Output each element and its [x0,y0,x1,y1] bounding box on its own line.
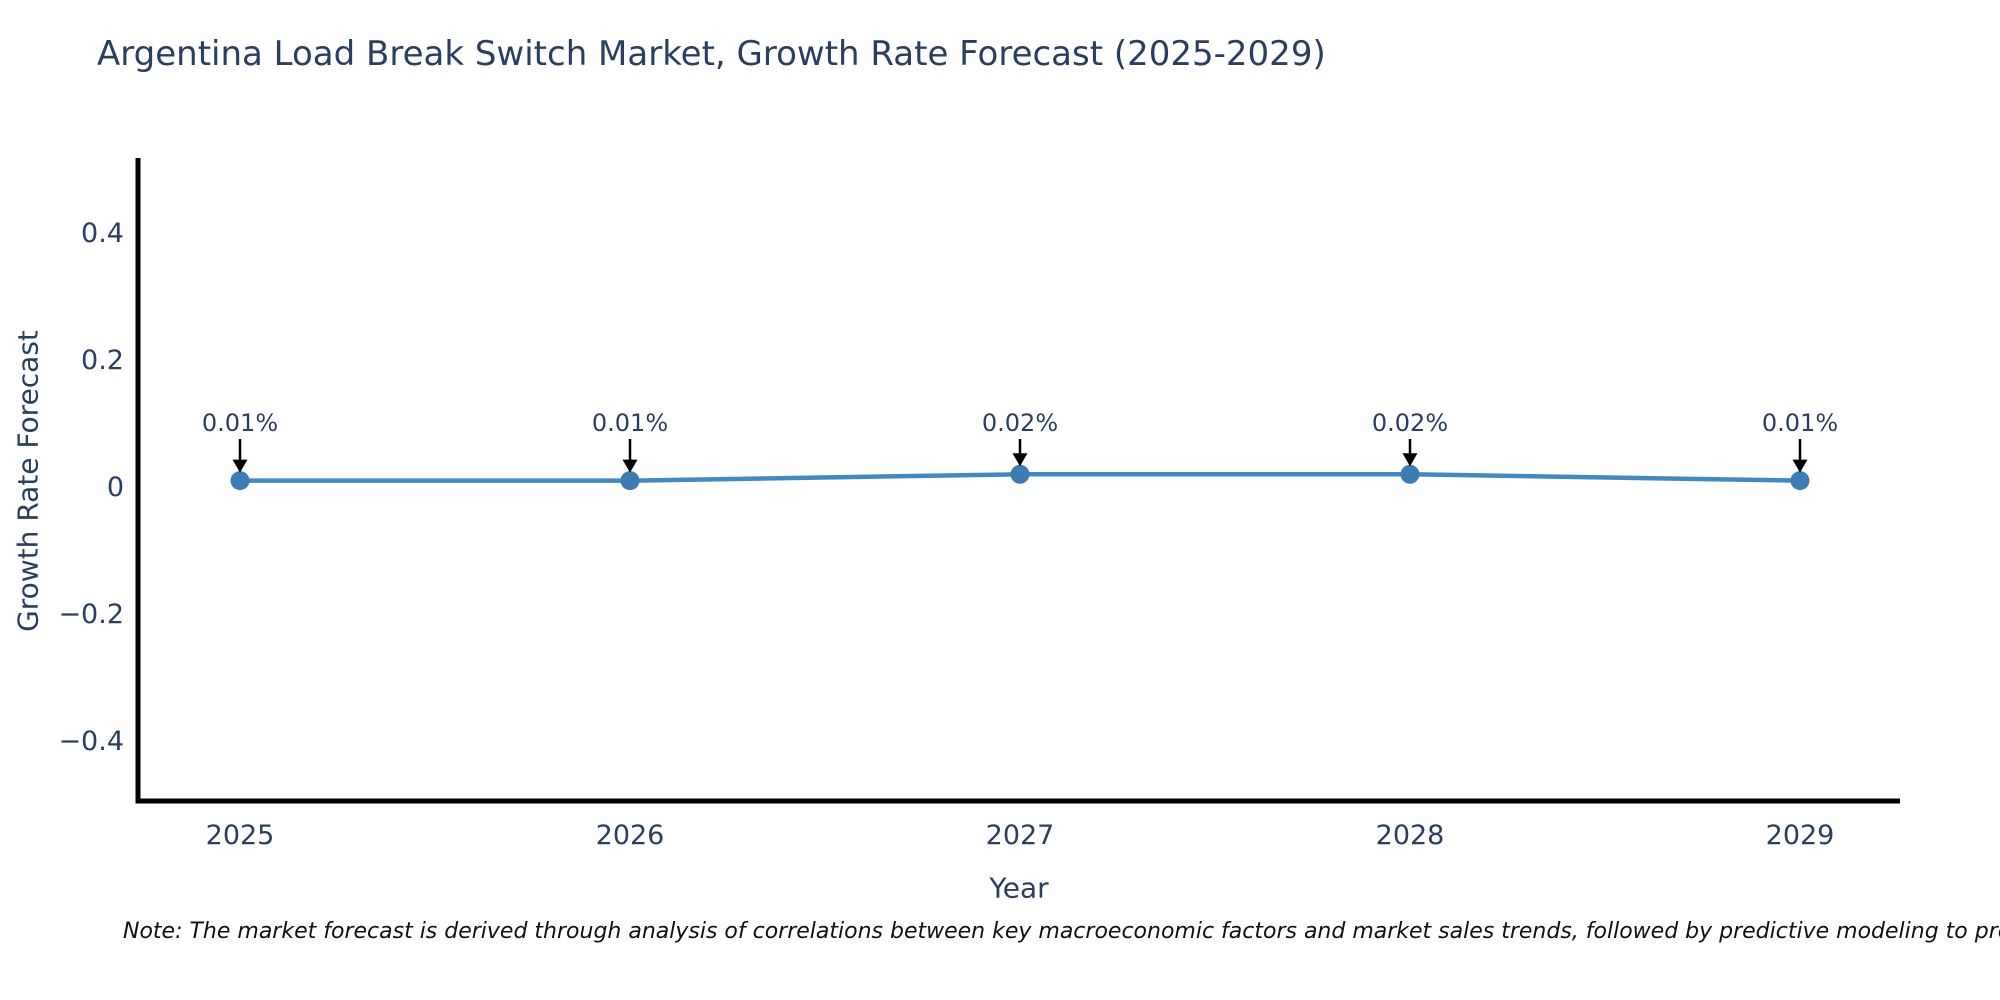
annotation-label: 0.01% [1762,409,1838,437]
x-tick-label: 2029 [1766,820,1835,851]
y-tick-label: 0.4 [81,218,124,249]
annotation-label: 0.02% [982,409,1058,437]
footnote: Note: The market forecast is derived thr… [123,919,2000,944]
x-tick-label: 2028 [1376,820,1445,851]
annotation-arrowhead-icon [232,459,248,473]
data-point-marker [230,471,250,491]
data-point-marker [1790,471,1810,491]
x-axis-title: Year [989,871,1049,905]
y-tick-label: −0.4 [58,726,124,757]
data-point-marker [1400,464,1420,484]
annotation-label: 0.01% [592,409,668,437]
annotation-arrowhead-icon [1402,453,1418,467]
x-tick-label: 2026 [596,820,665,851]
x-tick-label: 2027 [986,820,1055,851]
data-point-marker [1010,464,1030,484]
annotation-arrowhead-icon [1792,459,1808,473]
y-axis-title: Growth Rate Forecast [11,330,45,632]
y-tick-label: 0 [107,472,124,503]
annotation-arrowhead-icon [622,459,638,473]
axes-layer [135,158,1900,804]
ticks-layer: 0.4 0.2 0 −0.2 −0.4 2025 2026 2027 2028 2029 [58,218,1834,851]
y-tick-label: 0.2 [81,345,124,376]
data-point-marker [620,471,640,491]
chart-title: Argentina Load Break Switch Market, Grow… [97,34,1326,74]
growth-rate-line-series [230,464,1810,491]
x-tick-label: 2025 [206,820,275,851]
annotations-layer: 0.01% 0.01% 0.02% 0.02% 0.01% [202,409,1838,473]
annotation-label: 0.01% [202,409,278,437]
annotation-label: 0.02% [1372,409,1448,437]
annotation-arrowhead-icon [1012,453,1028,467]
y-tick-label: −0.2 [58,599,124,630]
